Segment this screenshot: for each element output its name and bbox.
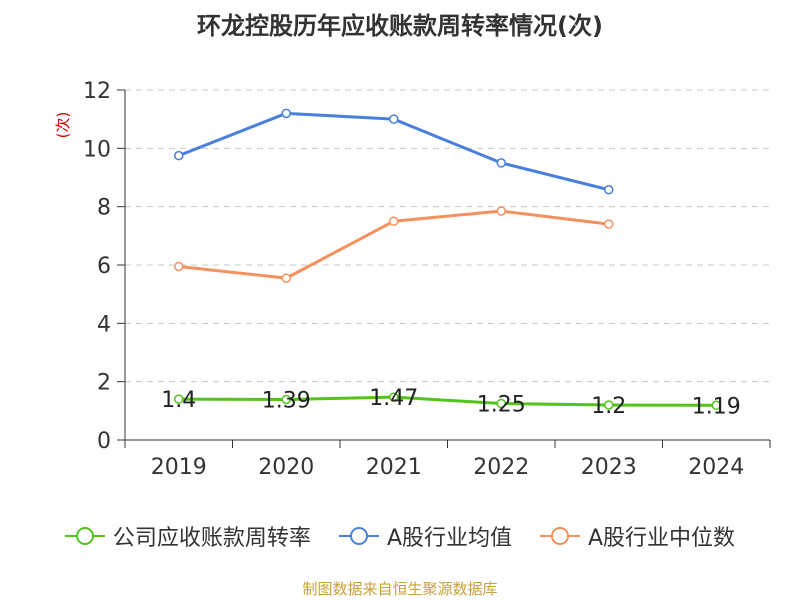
- data-label: 1.4: [161, 388, 196, 413]
- data-point-0: [174, 394, 184, 404]
- x-tick-label: 2020: [258, 455, 314, 480]
- y-tick-label: 10: [83, 137, 111, 162]
- data-point-0: [604, 400, 614, 410]
- series-line-0: [178, 395, 717, 407]
- data-point-1: [496, 158, 506, 168]
- legend-marker-industry-mean: [338, 527, 379, 545]
- y-axis-label: (次): [54, 112, 72, 139]
- y-tick-label: 8: [97, 196, 111, 221]
- data-point-1: [389, 114, 399, 124]
- data-label: 1.39: [262, 388, 311, 413]
- data-point-2: [281, 273, 291, 283]
- chart-title: 环龙控股历年应收账款周转率情况(次): [197, 12, 603, 40]
- source-footer: 制图数据来自恒生聚源数据库: [302, 580, 498, 598]
- legend-item-industry-mean[interactable]: A股行业均值: [338, 520, 512, 552]
- line-chart: 0 2 4 6 8 10 12 2019 2020 2021 2022 2023 2024 (次) 1.4 1…: [54, 79, 771, 480]
- data-point-2: [496, 206, 506, 216]
- y-tick-label: 4: [97, 312, 111, 337]
- data-point-2: [174, 261, 184, 272]
- y-tick-label: 2: [97, 371, 111, 396]
- legend-label-industry-median: A股行业中位数: [588, 526, 736, 551]
- data-point-0: [389, 392, 399, 402]
- chart-legend: 公司应收账款周转率 A股行业均值 A股行业中位数: [0, 520, 800, 552]
- y-tick-label: 0: [97, 429, 111, 454]
- y-tick-label: 12: [83, 79, 111, 104]
- data-point-0: [496, 398, 506, 409]
- data-label: 1.47: [369, 386, 418, 411]
- data-point-0: [711, 400, 721, 411]
- series-line-1: [178, 111, 610, 192]
- data-point-1: [174, 150, 184, 161]
- x-tick-label: 2024: [688, 455, 744, 480]
- data-label: 1.19: [692, 394, 741, 419]
- x-tick-label: 2023: [581, 455, 637, 480]
- data-point-1: [604, 185, 614, 195]
- y-tick-label: 6: [97, 254, 111, 279]
- data-point-2: [604, 219, 614, 229]
- data-point-0: [281, 394, 291, 405]
- data-point-2: [389, 216, 399, 226]
- legend-marker-company: [64, 527, 105, 545]
- legend-marker-industry-median: [540, 527, 580, 545]
- legend-label-company: 公司应收账款周转率: [112, 526, 311, 551]
- legend-item-company[interactable]: 公司应收账款周转率: [64, 520, 311, 552]
- data-label: 1.2: [591, 394, 626, 419]
- x-tick-label: 2021: [366, 455, 422, 480]
- data-point-1: [281, 108, 291, 119]
- x-tick-label: 2022: [473, 455, 529, 480]
- x-tick-label: 2019: [151, 455, 207, 480]
- legend-item-industry-median[interactable]: A股行业中位数: [540, 520, 735, 552]
- legend-label-industry-mean: A股行业均值: [386, 526, 512, 551]
- data-label: 1.25: [477, 393, 526, 418]
